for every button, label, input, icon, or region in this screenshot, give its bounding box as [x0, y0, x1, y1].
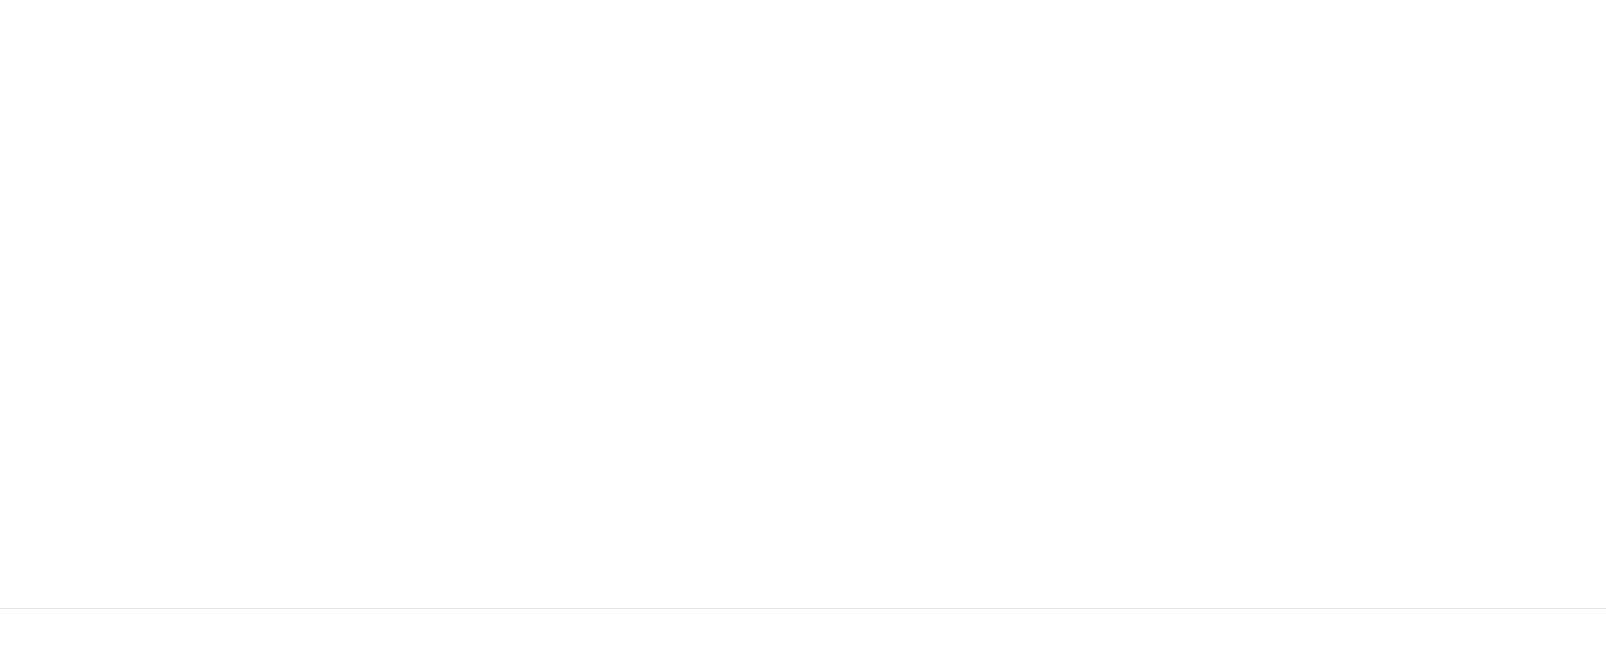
price-chart-panel[interactable]	[0, 0, 1486, 608]
price-axis[interactable]	[1486, 0, 1606, 608]
indicator-legend	[10, 506, 22, 521]
price-chart-canvas	[0, 0, 1486, 608]
time-axis[interactable]	[0, 608, 1606, 650]
